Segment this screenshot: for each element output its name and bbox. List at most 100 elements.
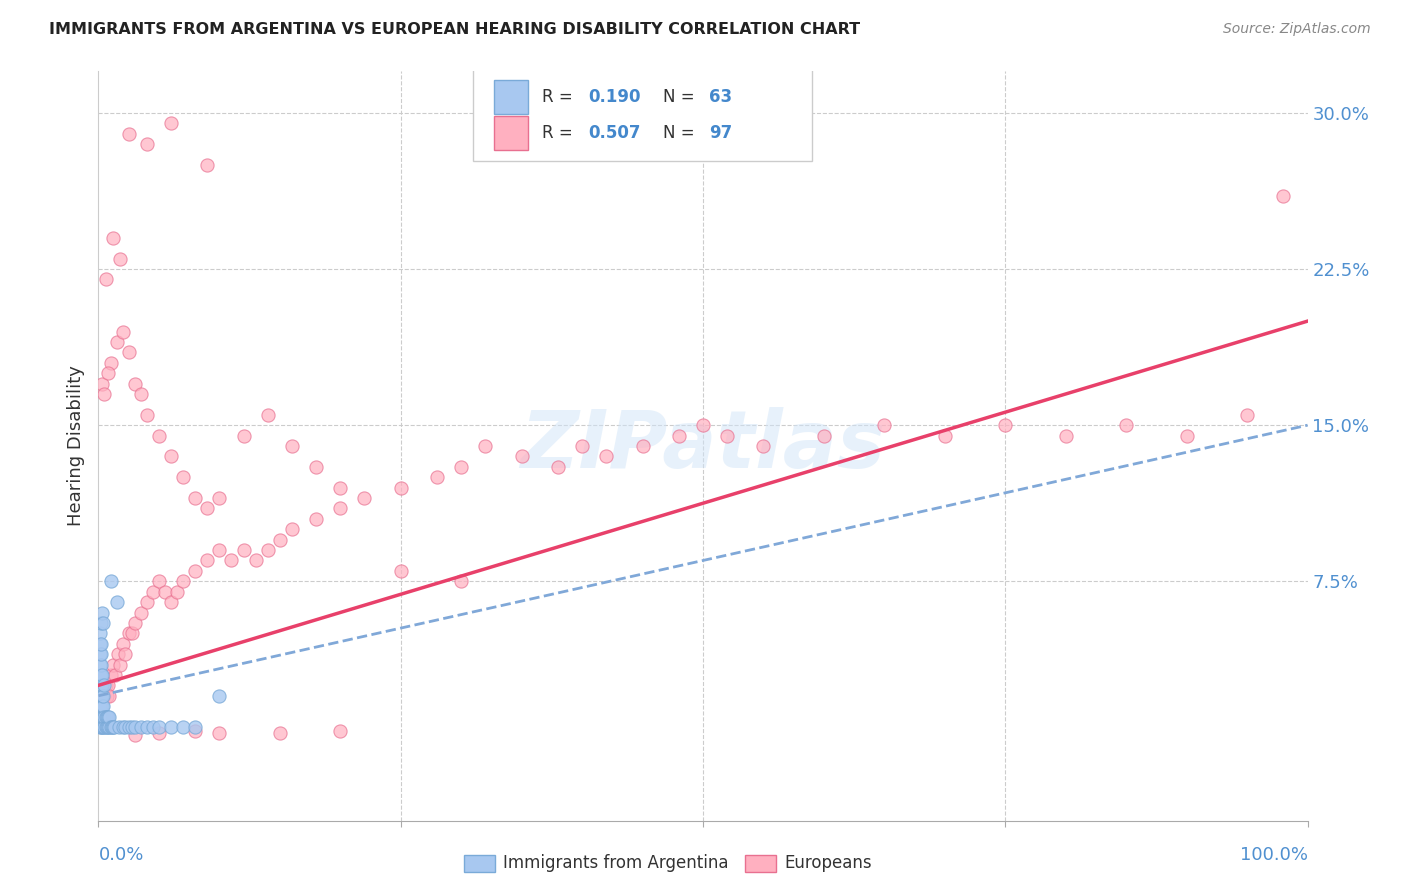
Point [547,459,569,474]
Point [450,574,472,589]
Point [90,647,112,661]
Point [195,158,218,172]
Point [91,678,114,692]
Text: 0.0%: 0.0% [98,846,143,863]
Point [135,720,157,734]
Point [98,720,121,734]
Point [91,668,114,682]
Point [994,418,1017,433]
Point [94,678,117,692]
Point [90,689,112,703]
Point [89,637,111,651]
Point [100,668,122,682]
Point [166,584,188,599]
Point [90,657,112,672]
Point [96,709,118,723]
Point [91,689,114,703]
Point [101,720,124,734]
Point [172,470,194,484]
Point [329,724,352,739]
Point [89,709,111,723]
Point [148,726,170,740]
Point [184,564,207,578]
Point [245,553,267,567]
Point [510,450,533,464]
Point [90,709,112,723]
Point [94,709,117,723]
Point [153,584,176,599]
Point [135,408,157,422]
Point [142,584,165,599]
Point [118,720,141,734]
Point [91,689,114,703]
Point [256,543,278,558]
Point [90,637,112,651]
Point [93,720,115,734]
Point [129,387,152,401]
Point [184,724,207,739]
Point [91,720,114,734]
Point [129,606,152,620]
Point [93,689,115,703]
Point [100,720,122,734]
Text: 100.0%: 100.0% [1240,846,1308,863]
Text: Immigrants from Argentina: Immigrants from Argentina [503,855,728,872]
Point [96,689,118,703]
Point [94,272,117,286]
Point [108,252,131,266]
Point [90,678,112,692]
Point [195,553,218,567]
Point [97,366,120,380]
Text: 63: 63 [709,88,733,106]
Point [108,657,131,672]
Point [160,595,183,609]
Point [91,709,114,723]
Point [90,720,112,734]
Point [208,491,231,505]
Point [135,595,157,609]
Point [98,689,121,703]
Point [111,637,134,651]
Point [91,668,114,682]
Point [89,668,111,682]
Point [160,450,183,464]
Point [450,459,472,474]
Text: N =: N = [664,124,700,143]
Point [89,678,111,692]
Point [121,626,143,640]
Point [184,720,207,734]
Point [103,720,125,734]
Point [208,689,231,703]
Point [221,553,243,567]
Point [97,720,120,734]
Point [93,387,115,401]
Text: 97: 97 [709,124,733,143]
Point [108,720,131,734]
Point [118,626,141,640]
Text: 0.190: 0.190 [588,88,641,106]
Point [107,647,129,661]
Point [89,678,111,692]
Point [101,231,124,245]
Point [269,533,291,547]
Point [172,574,194,589]
Text: R =: R = [543,124,578,143]
Text: R =: R = [543,88,578,106]
Point [105,595,128,609]
Point [90,699,112,714]
Point [101,657,124,672]
Point [1054,428,1077,442]
Point [148,428,170,442]
Point [91,699,114,714]
Point [232,428,254,442]
Text: 0.507: 0.507 [588,124,641,143]
Point [305,459,328,474]
Point [91,376,114,391]
Point [89,657,111,672]
Point [184,491,207,505]
Point [474,439,496,453]
Point [93,678,115,692]
Point [281,522,304,536]
Point [124,615,146,630]
Point [631,439,654,453]
